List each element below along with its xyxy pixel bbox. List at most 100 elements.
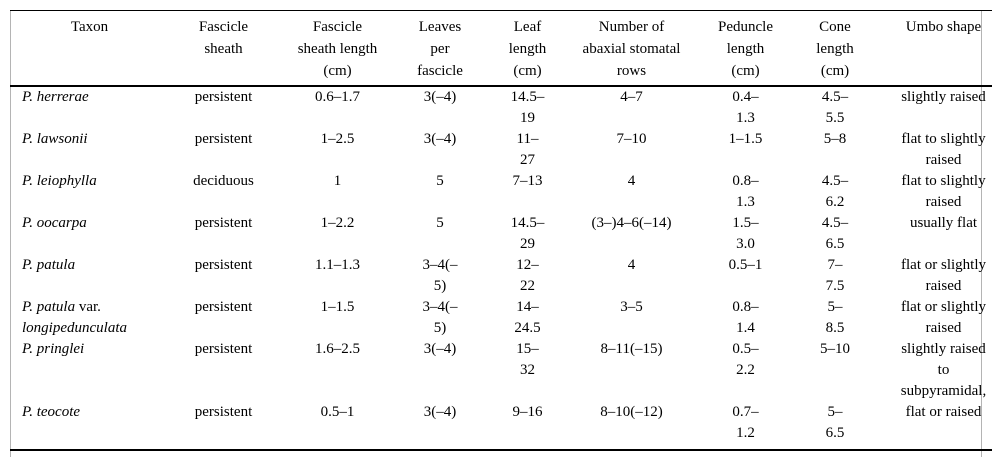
- taxon-name-italic: P. patula: [22, 257, 76, 273]
- cell-fascicle_sheath: persistent: [194, 299, 253, 315]
- cell-peduncle_length_cm: 1.5– 3.0: [732, 215, 759, 252]
- table-row: P. herrerae persistent 0.6–1.7 3(–4) 14.5– 1…: [10, 86, 992, 129]
- table-header-row: Taxon Fascicle sheath Fascicle sheath leng…: [10, 10, 992, 87]
- cell-taxon: P. oocarpa: [10, 213, 169, 255]
- column-header-cone_length_cm: Cone length (cm): [800, 10, 870, 87]
- cell-taxon: P. leiophylla: [10, 171, 169, 213]
- taxon-name-italic: P. oocarpa: [22, 215, 87, 231]
- cell-abaxial_stomatal_rows: 4: [627, 173, 636, 189]
- cell-fascicle_sheath_length_cm: 1–2.5: [320, 131, 355, 147]
- cell-leaf_length_cm: 11– 27: [516, 131, 539, 168]
- taxon-name-italic: P. lawsonii: [22, 131, 88, 147]
- cell-leaves_per_fascicle: 3(–4): [423, 89, 457, 105]
- cell-umbo_shape: usually flat: [909, 215, 978, 231]
- cell-leaves_per_fascicle: 5: [436, 215, 444, 231]
- cell-fascicle_sheath: persistent: [194, 131, 253, 147]
- column-header-taxon: Taxon: [10, 10, 169, 87]
- cell-fascicle_sheath: deciduous: [193, 173, 254, 189]
- cell-fascicle_sheath: persistent: [194, 341, 253, 357]
- cell-cone_length_cm: 7– 7.5: [825, 257, 845, 294]
- cell-umbo_shape: slightly raised to subpyramidal,: [900, 341, 987, 399]
- cell-leaf_length_cm: 14.5– 29: [510, 215, 545, 252]
- taxon-line: P. herrerae: [22, 87, 167, 108]
- cell-peduncle_length_cm: 1–1.5: [728, 131, 763, 147]
- cell-fascicle_sheath: persistent: [194, 89, 253, 105]
- cell-cone_length_cm: 5– 6.5: [825, 404, 845, 441]
- column-header-umbo_shape: Umbo shape: [870, 10, 992, 87]
- table-body: P. herrerae persistent 0.6–1.7 3(–4) 14.5– 1…: [10, 86, 992, 450]
- cell-fascicle_sheath: persistent: [194, 215, 253, 231]
- cell-leaf_length_cm: 7–13: [512, 173, 543, 189]
- taxa-comparison-table: Taxon Fascicle sheath Fascicle sheath leng…: [10, 10, 992, 451]
- column-header-fascicle_sheath: Fascicle sheath: [169, 10, 278, 87]
- taxon-line: P. patula: [22, 255, 167, 276]
- cell-fascicle_sheath_length_cm: 0.5–1: [320, 404, 355, 420]
- cell-umbo_shape: flat or slightly raised: [901, 257, 986, 294]
- cell-abaxial_stomatal_rows: 8–10(–12): [600, 404, 663, 420]
- cell-leaf_length_cm: 14.5– 19: [510, 89, 545, 126]
- cell-leaf_length_cm: 12– 22: [516, 257, 539, 294]
- cell-umbo_shape: flat or slightly raised: [901, 299, 986, 336]
- cell-fascicle_sheath_length_cm: 1: [333, 173, 342, 189]
- cell-umbo_shape: slightly raised: [901, 89, 986, 105]
- cell-peduncle_length_cm: 0.5–1: [728, 257, 763, 273]
- cell-fascicle_sheath_length_cm: 1.1–1.3: [315, 257, 360, 273]
- cell-fascicle_sheath_length_cm: 1–1.5: [320, 299, 355, 315]
- table-row: P. teocote persistent 0.5–1 3(–4) 9–16 8–10(–…: [10, 402, 992, 450]
- cell-umbo_shape: flat to slightly raised: [901, 131, 986, 168]
- cell-leaves_per_fascicle: 3–4(– 5): [422, 299, 458, 336]
- column-header-abaxial_stomatal_rows: Number of abaxial stomatal rows: [572, 10, 691, 87]
- taxon-name-italic: P. herrerae: [22, 89, 89, 105]
- cell-fascicle_sheath_length_cm: 0.6–1.7: [315, 89, 360, 105]
- cell-leaves_per_fascicle: 3(–4): [423, 131, 457, 147]
- taxon-line: P. leiophylla: [22, 171, 167, 192]
- cell-peduncle_length_cm: 0.8– 1.4: [732, 299, 759, 336]
- cell-leaves_per_fascicle: 5: [436, 173, 444, 189]
- taxon-name-italic: longipedunculata: [22, 320, 127, 336]
- cell-taxon: P. teocote: [10, 402, 169, 450]
- taxon-line: P. oocarpa: [22, 213, 167, 234]
- table-row: P. oocarpa persistent 1–2.2 5 14.5– 29 (3–)4–…: [10, 213, 992, 255]
- cell-leaf_length_cm: 15– 32: [516, 341, 539, 378]
- cell-taxon: P. patula: [10, 255, 169, 297]
- cell-fascicle_sheath_length_cm: 1.6–2.5: [315, 341, 360, 357]
- cell-cone_length_cm: 5–10: [820, 341, 850, 357]
- cell-fascicle_sheath_length_cm: 1–2.2: [320, 215, 355, 231]
- cell-taxon: P. patula var. longipedunculata: [10, 297, 169, 339]
- taxon-line: P. teocote: [22, 402, 167, 423]
- cell-cone_length_cm: 4.5– 5.5: [821, 89, 849, 126]
- cell-abaxial_stomatal_rows: 7–10: [616, 131, 647, 147]
- taxon-rank-roman: var.: [75, 299, 101, 315]
- taxon-line: P. patula var.: [22, 297, 167, 318]
- table-row: P. patula persistent 1.1–1.3 3–4(– 5) 12– 22…: [10, 255, 992, 297]
- cell-peduncle_length_cm: 0.8– 1.3: [732, 173, 759, 210]
- taxon-line: P. pringlei: [22, 339, 167, 360]
- cell-taxon: P. herrerae: [10, 86, 169, 129]
- column-header-peduncle_length_cm: Peduncle length (cm): [691, 10, 800, 87]
- cell-fascicle_sheath: persistent: [194, 404, 253, 420]
- cell-umbo_shape: flat or raised: [905, 404, 982, 420]
- cell-cone_length_cm: 4.5– 6.2: [821, 173, 849, 210]
- column-header-leaf_length_cm: Leaf length (cm): [483, 10, 572, 87]
- table-left-rule: [10, 10, 11, 457]
- cell-peduncle_length_cm: 0.5– 2.2: [732, 341, 759, 378]
- cell-abaxial_stomatal_rows: 4: [627, 257, 636, 273]
- cell-fascicle_sheath: persistent: [194, 257, 253, 273]
- cell-leaf_length_cm: 14– 24.5: [514, 299, 541, 336]
- cell-cone_length_cm: 5–8: [823, 131, 847, 147]
- cell-leaves_per_fascicle: 3–4(– 5): [422, 257, 458, 294]
- cell-leaves_per_fascicle: 3(–4): [423, 341, 457, 357]
- table-row: P. patula var. longipedunculata persistent…: [10, 297, 992, 339]
- taxon-name-italic: P. teocote: [22, 404, 81, 420]
- table-row: P. leiophylla deciduous 1 5 7–13 4 0.8– 1.3 4.5…: [10, 171, 992, 213]
- table-row: P. lawsonii persistent 1–2.5 3(–4) 11– 27 7–1…: [10, 129, 992, 171]
- cell-peduncle_length_cm: 0.4– 1.3: [732, 89, 759, 126]
- cell-peduncle_length_cm: 0.7– 1.2: [732, 404, 759, 441]
- cell-taxon: P. pringlei: [10, 339, 169, 402]
- cell-abaxial_stomatal_rows: (3–)4–6(–14): [591, 215, 672, 231]
- table-header: Taxon Fascicle sheath Fascicle sheath leng…: [10, 10, 992, 87]
- column-header-fascicle_sheath_length_cm: Fascicle sheath length (cm): [278, 10, 397, 87]
- taxon-name-italic: P. leiophylla: [22, 173, 97, 189]
- cell-cone_length_cm: 4.5– 6.5: [821, 215, 849, 252]
